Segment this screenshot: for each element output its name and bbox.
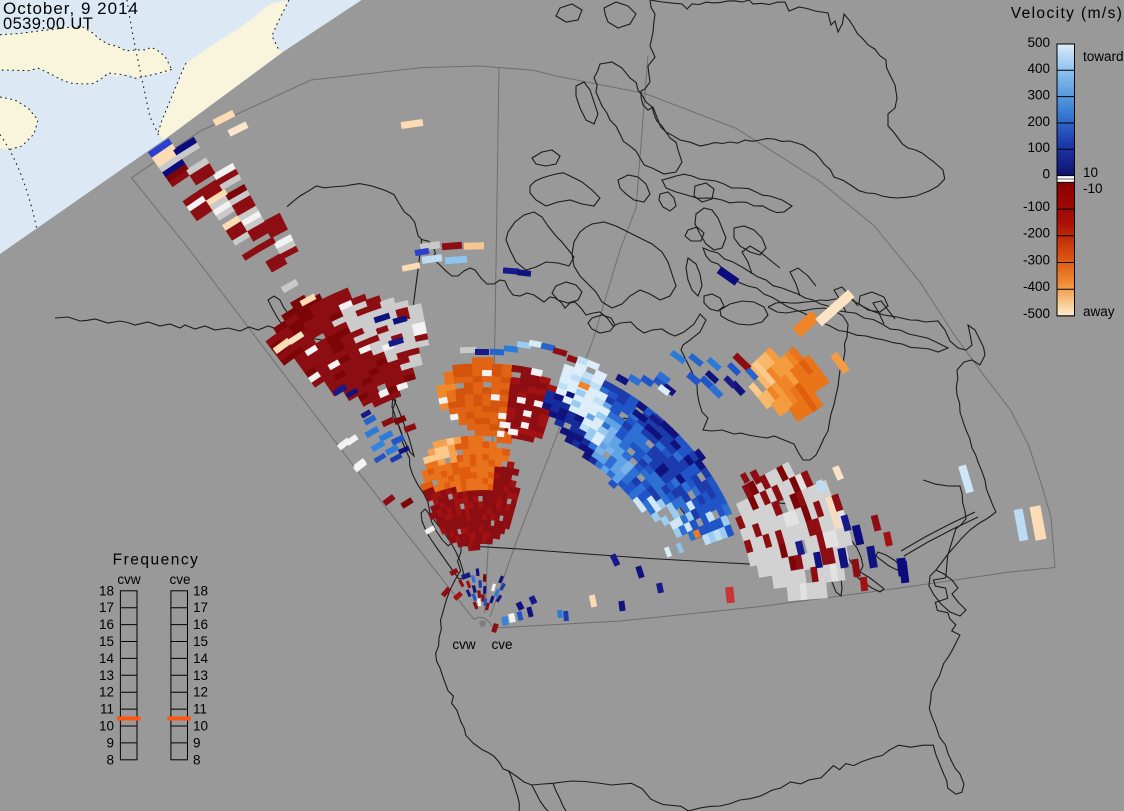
svg-text:300: 300	[1027, 88, 1050, 103]
svg-text:11: 11	[193, 702, 207, 717]
svg-text:17: 17	[99, 600, 114, 615]
svg-text:0: 0	[1042, 167, 1050, 182]
svg-text:-500: -500	[1023, 306, 1050, 321]
svg-text:11: 11	[100, 702, 114, 717]
svg-text:-300: -300	[1023, 252, 1050, 267]
svg-text:10: 10	[193, 719, 208, 734]
svg-text:15: 15	[99, 634, 114, 649]
svg-text:16: 16	[99, 617, 114, 632]
svg-text:October, 9 2014: October, 9 2014	[3, 0, 139, 18]
svg-text:10: 10	[1083, 165, 1098, 180]
svg-text:18: 18	[99, 583, 114, 598]
svg-text:9: 9	[193, 735, 201, 750]
svg-text:-100: -100	[1023, 199, 1050, 214]
svg-text:12: 12	[193, 685, 208, 700]
svg-text:-200: -200	[1023, 226, 1050, 241]
svg-text:400: 400	[1027, 61, 1050, 76]
svg-text:14: 14	[99, 651, 115, 666]
svg-text:8: 8	[106, 752, 114, 767]
svg-text:18: 18	[193, 583, 208, 598]
svg-text:cve: cve	[169, 572, 190, 587]
svg-text:100: 100	[1027, 140, 1050, 155]
svg-text:Velocity (m/s): Velocity (m/s)	[1011, 5, 1124, 22]
svg-text:0539:00 UT: 0539:00 UT	[3, 15, 93, 33]
svg-text:200: 200	[1027, 114, 1050, 129]
svg-text:8: 8	[193, 752, 201, 767]
svg-text:15: 15	[193, 634, 208, 649]
svg-text:9: 9	[106, 735, 114, 750]
svg-text:cvw: cvw	[452, 637, 476, 652]
svg-text:-10: -10	[1083, 181, 1103, 196]
svg-text:17: 17	[193, 600, 208, 615]
svg-text:toward: toward	[1083, 49, 1124, 64]
svg-text:500: 500	[1027, 35, 1050, 50]
svg-text:away: away	[1083, 304, 1115, 319]
svg-text:10: 10	[99, 719, 114, 734]
svg-text:14: 14	[193, 651, 209, 666]
svg-text:cvw: cvw	[117, 572, 141, 587]
svg-text:13: 13	[193, 668, 208, 683]
svg-text:12: 12	[99, 685, 114, 700]
svg-text:16: 16	[193, 617, 208, 632]
svg-text:cve: cve	[491, 637, 512, 652]
svg-text:13: 13	[99, 668, 114, 683]
svg-text:-400: -400	[1023, 279, 1050, 294]
svg-text:Frequency: Frequency	[113, 552, 200, 569]
